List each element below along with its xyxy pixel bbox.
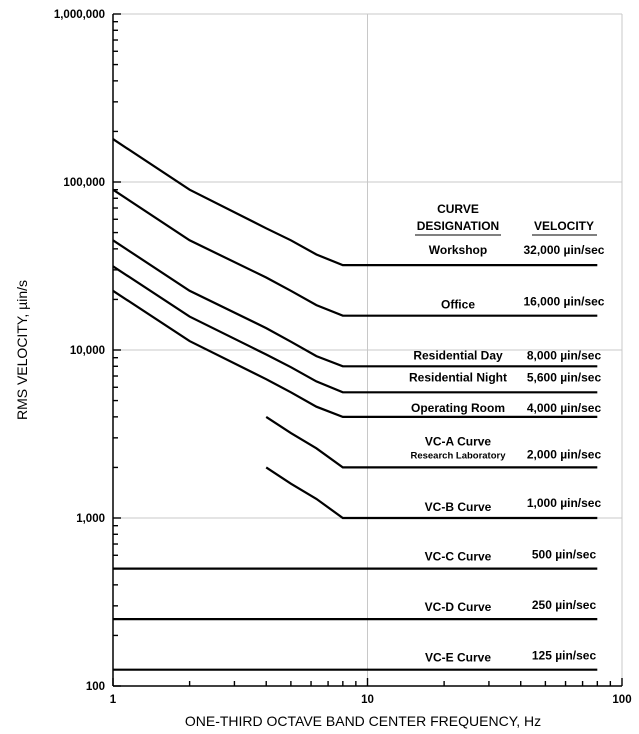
- curve-name-operating-room: Operating Room: [411, 401, 505, 415]
- y-tick-label: 100,000: [63, 177, 105, 189]
- curve-operating-room: [112, 289, 598, 418]
- curve-name-vc-c-curve: VC-C Curve: [425, 550, 492, 564]
- curve-name-vc-a-curve: VC-A Curve: [425, 434, 492, 448]
- velocity-label-vc-c-curve: 500 µin/sec: [532, 548, 597, 562]
- curves: [112, 138, 598, 671]
- y-tick-label: 100: [86, 681, 105, 693]
- x-tick-label: 100: [612, 694, 631, 706]
- velocity-label-vc-b-curve: 1,000 µin/sec: [527, 496, 602, 510]
- header-velocity: VELOCITY: [534, 219, 594, 233]
- velocity-label-vc-d-curve: 250 µin/sec: [532, 598, 597, 612]
- curve-residential-night: [112, 265, 598, 394]
- header-curve: CURVE: [437, 202, 479, 216]
- x-tick-label: 1: [110, 694, 117, 706]
- velocity-label-workshop: 32,000 µin/sec: [524, 243, 605, 257]
- velocity-label-office: 16,000 µin/sec: [524, 295, 605, 309]
- curve-name-workshop: Workshop: [429, 243, 487, 257]
- velocity-label-vc-a-curve: 2,000 µin/sec: [527, 447, 602, 461]
- curve-labels: CURVE DESIGNATION VELOCITY Workshop 32,00…: [409, 202, 605, 665]
- y-tick-label: 1,000: [76, 513, 105, 525]
- curve-office: [112, 188, 598, 317]
- y-axis-title: RMS VELOCITY, µin/s: [14, 280, 30, 420]
- velocity-label-operating-room: 4,000 µin/sec: [527, 401, 602, 415]
- curve-workshop: [112, 138, 598, 267]
- y-tick-label: 10,000: [70, 345, 105, 357]
- curve-name-residential-day: Residential Day: [413, 348, 503, 362]
- curve-name-office: Office: [441, 298, 475, 312]
- velocity-label-residential-day: 8,000 µin/sec: [527, 348, 602, 362]
- velocity-label-vc-e-curve: 125 µin/sec: [532, 649, 597, 663]
- x-axis-title: ONE-THIRD OCTAVE BAND CENTER FREQUENCY, …: [185, 713, 541, 729]
- curve-vc-b-curve: [265, 466, 598, 520]
- curve-name-vc-b-curve: VC-B Curve: [425, 500, 492, 514]
- velocity-label-residential-night: 5,600 µin/sec: [527, 370, 602, 384]
- y-tick-label: 1,000,000: [54, 9, 105, 21]
- x-tick-label: 10: [361, 694, 374, 706]
- curve-name-residential-night: Residential Night: [409, 370, 507, 384]
- header-designation: DESIGNATION: [417, 219, 499, 233]
- curve-name-vc-e-curve: VC-E Curve: [425, 651, 491, 665]
- curve-residential-day: [112, 239, 598, 368]
- curve-name-vc-d-curve: VC-D Curve: [425, 600, 492, 614]
- curve-vc-a-curve: [265, 415, 598, 469]
- curve-subtitle-vc-a-curve: Research Laboratory: [410, 450, 506, 461]
